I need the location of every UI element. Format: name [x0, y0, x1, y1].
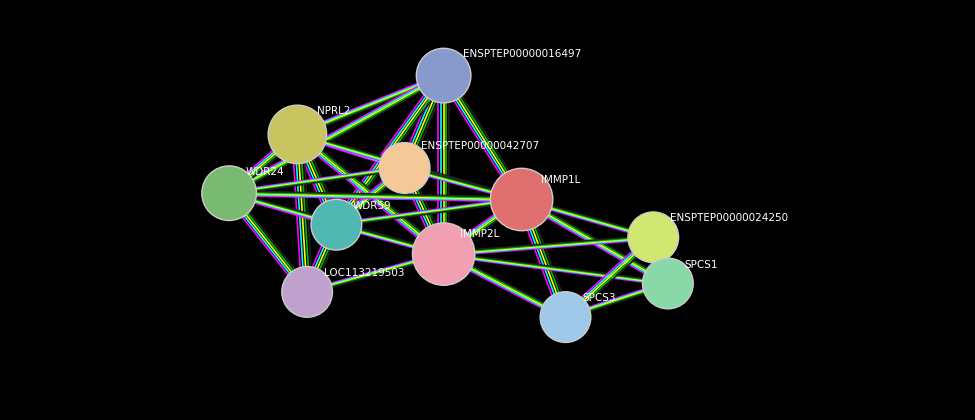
Text: IMMP2L: IMMP2L — [460, 229, 499, 239]
Ellipse shape — [379, 143, 430, 193]
Ellipse shape — [412, 223, 475, 285]
Text: WDR59: WDR59 — [353, 201, 392, 211]
Text: SPCS3: SPCS3 — [582, 293, 615, 303]
Ellipse shape — [268, 105, 327, 164]
Ellipse shape — [540, 292, 591, 342]
Ellipse shape — [311, 200, 362, 250]
Text: SPCS1: SPCS1 — [684, 260, 718, 270]
Text: ENSPTEP00000016497: ENSPTEP00000016497 — [463, 49, 581, 59]
Text: ENSPTEP00000024250: ENSPTEP00000024250 — [670, 213, 788, 223]
Text: LOC113219503: LOC113219503 — [324, 268, 405, 278]
Text: IMMP1L: IMMP1L — [541, 175, 580, 185]
Ellipse shape — [416, 48, 471, 103]
Ellipse shape — [643, 258, 693, 309]
Ellipse shape — [628, 212, 679, 262]
Text: WDR24: WDR24 — [246, 167, 285, 177]
Text: NPRL2: NPRL2 — [317, 105, 350, 116]
Text: ENSPTEP00000042707: ENSPTEP00000042707 — [421, 141, 539, 151]
Ellipse shape — [202, 166, 256, 220]
Ellipse shape — [490, 168, 553, 231]
Ellipse shape — [282, 267, 332, 317]
